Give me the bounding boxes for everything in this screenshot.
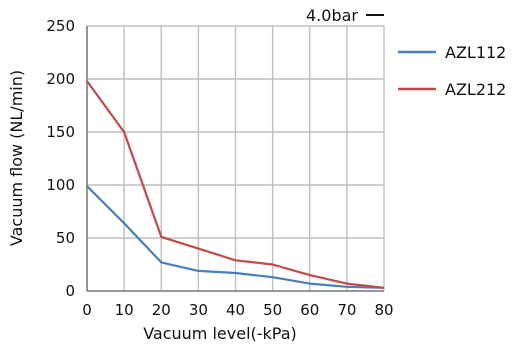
series-lines bbox=[86, 80, 385, 289]
x-axis-label: Vacuum level(-kPa) bbox=[143, 324, 297, 343]
grid-lines bbox=[86, 25, 385, 292]
series-line-azl112 bbox=[86, 185, 385, 289]
y-tick-label: 200 bbox=[46, 70, 75, 88]
legend: AZL112 AZL212 bbox=[398, 43, 506, 99]
y-axis-label: Vacuum flow (NL/min) bbox=[7, 70, 26, 246]
y-tick-label: 250 bbox=[46, 17, 75, 35]
x-tick-label: 20 bbox=[152, 301, 171, 319]
tick-labels: 0 10 20 30 40 50 60 70 80 0 50 100 150 200 250 bbox=[46, 17, 393, 319]
pressure-annotation-text: 4.0bar bbox=[306, 6, 358, 25]
x-tick-label: 40 bbox=[226, 301, 245, 319]
x-tick-label: 50 bbox=[263, 301, 282, 319]
x-tick-label: 30 bbox=[189, 301, 208, 319]
legend-label-azl212: AZL212 bbox=[445, 80, 506, 99]
series-line-azl212 bbox=[86, 80, 385, 289]
x-tick-label: 60 bbox=[300, 301, 319, 319]
legend-label-azl112: AZL112 bbox=[445, 43, 506, 62]
pressure-annotation: 4.0bar bbox=[306, 6, 384, 25]
x-tick-label: 70 bbox=[337, 301, 356, 319]
x-tick-label: 0 bbox=[82, 301, 92, 319]
y-tick-label: 0 bbox=[65, 282, 75, 300]
y-tick-label: 50 bbox=[56, 229, 75, 247]
y-tick-label: 150 bbox=[46, 123, 75, 141]
x-tick-label: 80 bbox=[374, 301, 393, 319]
x-tick-label: 10 bbox=[115, 301, 134, 319]
axes bbox=[86, 26, 384, 292]
y-tick-label: 100 bbox=[46, 176, 75, 194]
